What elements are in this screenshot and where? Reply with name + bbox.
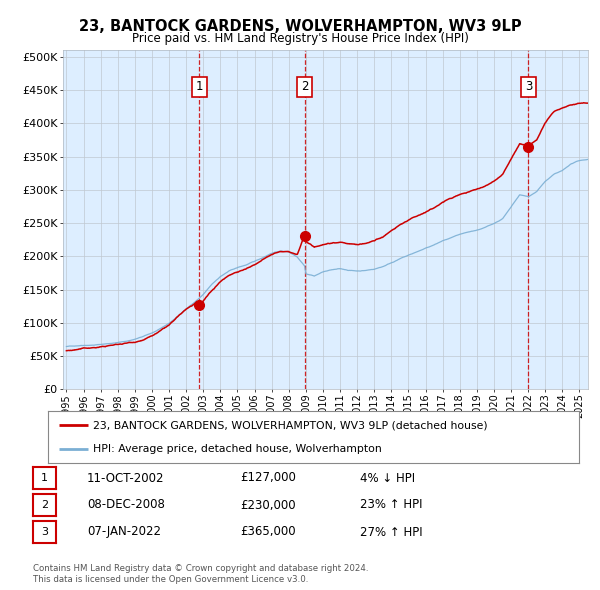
Text: 23% ↑ HPI: 23% ↑ HPI [360,499,422,512]
Text: 11-OCT-2002: 11-OCT-2002 [87,471,164,484]
Text: £365,000: £365,000 [240,526,296,539]
Text: 07-JAN-2022: 07-JAN-2022 [87,526,161,539]
Text: 3: 3 [41,527,48,537]
Text: 4% ↓ HPI: 4% ↓ HPI [360,471,415,484]
Text: £127,000: £127,000 [240,471,296,484]
Text: 3: 3 [525,80,532,93]
Text: 23, BANTOCK GARDENS, WOLVERHAMPTON, WV3 9LP (detached house): 23, BANTOCK GARDENS, WOLVERHAMPTON, WV3 … [93,420,488,430]
Text: 23, BANTOCK GARDENS, WOLVERHAMPTON, WV3 9LP: 23, BANTOCK GARDENS, WOLVERHAMPTON, WV3 … [79,19,521,34]
Text: This data is licensed under the Open Government Licence v3.0.: This data is licensed under the Open Gov… [33,575,308,584]
Text: HPI: Average price, detached house, Wolverhampton: HPI: Average price, detached house, Wolv… [93,444,382,454]
Text: 1: 1 [41,473,48,483]
Text: 2: 2 [301,80,308,93]
Text: Price paid vs. HM Land Registry's House Price Index (HPI): Price paid vs. HM Land Registry's House … [131,32,469,45]
Text: Contains HM Land Registry data © Crown copyright and database right 2024.: Contains HM Land Registry data © Crown c… [33,565,368,573]
Text: 08-DEC-2008: 08-DEC-2008 [87,499,165,512]
Text: 1: 1 [196,80,203,93]
Text: £230,000: £230,000 [240,499,296,512]
Text: 2: 2 [41,500,48,510]
Text: 27% ↑ HPI: 27% ↑ HPI [360,526,422,539]
